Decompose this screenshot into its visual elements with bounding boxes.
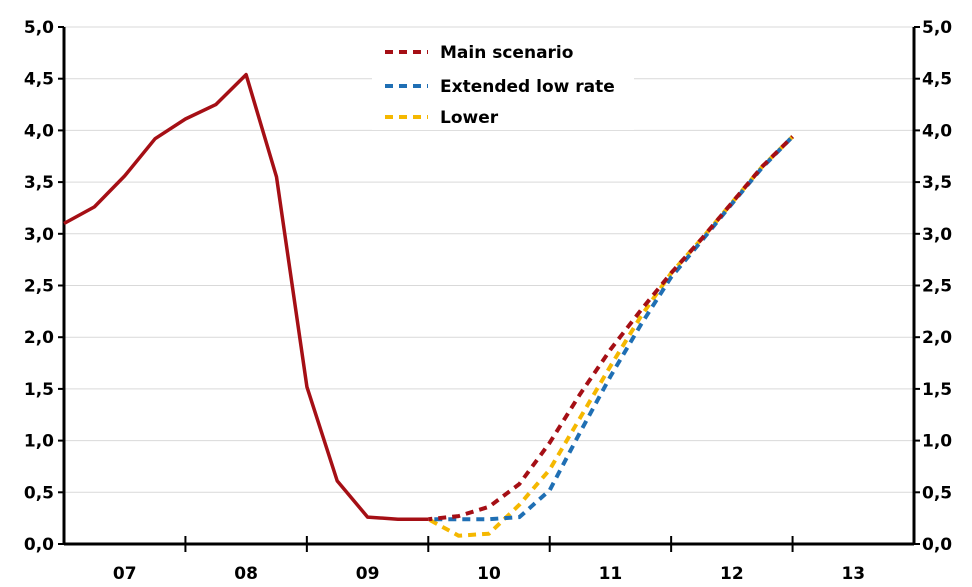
x-tick-label: 11 — [599, 564, 623, 584]
series-line-historical — [63, 72, 429, 521]
y-tick-label: 3,0 — [922, 225, 952, 245]
y-tick-label: 2,0 — [922, 328, 952, 348]
y-axis-left: 0,0 0,5 1,0 1,5 2,0 2,5 3,0 3,5 4,0 4,5 5,0 — [24, 18, 64, 555]
y-tick-label: 0,0 — [922, 535, 952, 555]
legend-item-main-scenario: Main scenario — [385, 43, 573, 63]
x-tick-label: 12 — [720, 564, 744, 584]
y-tick-label: 1,5 — [922, 380, 952, 400]
y-tick-label: 4,0 — [922, 121, 952, 141]
y-tick-label: 1,5 — [24, 380, 54, 400]
legend-label-lower: Lower — [440, 108, 499, 128]
y-tick-label: 3,5 — [922, 173, 952, 193]
legend: Main scenario Extended low rate Lower — [372, 36, 634, 130]
y-tick-label: 0,5 — [922, 483, 952, 503]
series-line-extended-low-rate — [428, 135, 795, 522]
y-axis-right: 0,0 0,5 1,0 1,5 2,0 2,5 3,0 3,5 4,0 4,5 5,0 — [914, 18, 952, 555]
series-line-lower — [427, 135, 795, 538]
y-tick-label: 5,0 — [24, 18, 54, 38]
y-tick-label: 4,5 — [24, 70, 54, 90]
legend-item-lower: Lower — [385, 108, 499, 128]
y-tick-label: 1,0 — [922, 432, 952, 452]
x-tick-label: 10 — [477, 564, 501, 584]
y-tick-label: 5,0 — [922, 18, 952, 38]
series-lines — [63, 72, 795, 538]
legend-label-main-scenario: Main scenario — [440, 43, 573, 63]
x-tick-label: 07 — [113, 564, 137, 584]
y-tick-label: 3,0 — [24, 225, 54, 245]
x-tick-label: 13 — [841, 564, 865, 584]
x-tick-label: 09 — [356, 564, 380, 584]
series-line-main-scenario — [428, 135, 795, 522]
y-tick-label: 0,5 — [24, 483, 54, 503]
y-tick-label: 3,5 — [24, 173, 54, 193]
y-tick-label: 0,0 — [24, 535, 54, 555]
y-tick-label: 2,0 — [24, 328, 54, 348]
y-tick-label: 4,5 — [922, 70, 952, 90]
y-tick-label: 2,5 — [922, 277, 952, 297]
y-tick-label: 1,0 — [24, 432, 54, 452]
y-tick-label: 4,0 — [24, 121, 54, 141]
legend-item-extended-low-rate: Extended low rate — [385, 77, 615, 97]
x-tick-label: 08 — [234, 564, 258, 584]
y-tick-label: 2,5 — [24, 277, 54, 297]
x-axis: 07 08 09 10 11 12 13 — [113, 564, 865, 584]
legend-label-extended-low-rate: Extended low rate — [440, 77, 615, 97]
